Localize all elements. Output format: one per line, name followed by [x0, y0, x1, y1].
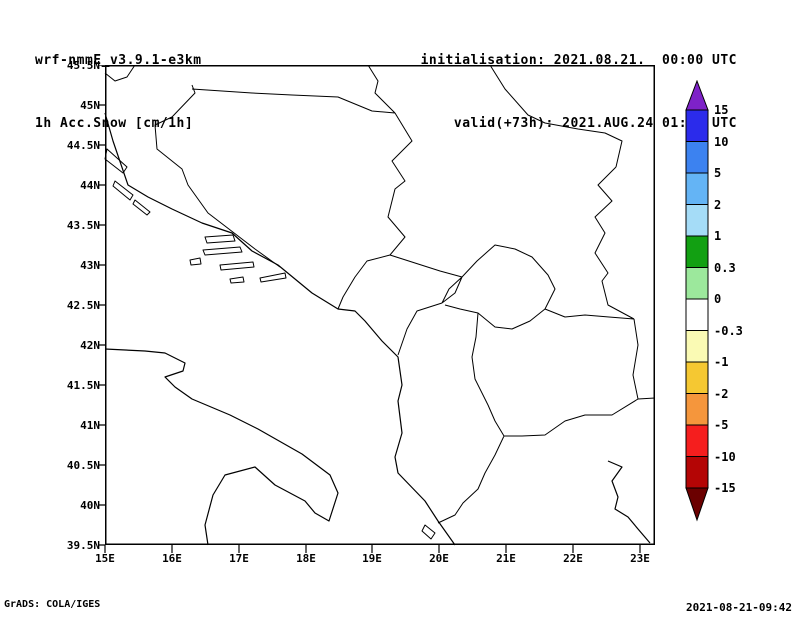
colorbar-segment — [685, 204, 709, 237]
colorbar-level-label: 10 — [714, 134, 729, 149]
lat-tick-label: 45.5N — [66, 59, 100, 72]
lat-tick-label: 41N — [80, 419, 100, 432]
colorbar-segment — [685, 393, 709, 426]
colorbar-level-label: -0.3 — [714, 323, 743, 338]
colorbar-segment — [685, 330, 709, 363]
colorbar-segment — [685, 424, 709, 457]
lon-tick-label: 19E — [362, 552, 382, 565]
colorbar-level-label: 0 — [714, 292, 722, 306]
map-frame — [105, 65, 655, 545]
lon-tick-label: 20E — [429, 552, 449, 565]
lat-tick-label: 42N — [80, 339, 100, 352]
islands — [104, 148, 436, 540]
lon-tick-label: 16E — [162, 552, 182, 565]
lon-tick-label: 17E — [229, 552, 249, 565]
colorbar-level-label: 0.3 — [714, 260, 736, 275]
lat-tick-label: 40N — [80, 499, 100, 512]
colorbar-level-label: -5 — [714, 418, 729, 432]
colorbar-level-label: -2 — [714, 386, 729, 401]
plot-timestamp: 2021-08-21-09:42 — [686, 601, 792, 614]
coastline-east-adriatic — [104, 112, 456, 546]
colorbar-segment — [685, 298, 709, 331]
map-canvas — [99, 65, 656, 553]
lat-tick-label: 43.5N — [66, 219, 100, 232]
lat-tick-label: 45N — [80, 99, 100, 112]
coastline-italy — [104, 348, 339, 546]
lon-tick-label: 15E — [95, 552, 115, 565]
lat-tick-label: 39.5N — [66, 539, 100, 552]
lat-tick-label: 42.5N — [66, 299, 100, 312]
lat-tick-label: 43N — [80, 259, 100, 272]
lat-tick-label: 41.5N — [66, 379, 100, 392]
grads-credit: GrADS: COLA/IGES — [4, 599, 101, 610]
colorbar-segment — [685, 267, 709, 300]
lon-tick-label: 23E — [630, 552, 650, 565]
initialisation-time: initialisation: 2021.08.21. 00:00 UTC — [420, 53, 737, 68]
lat-tick-marks — [99, 65, 105, 546]
lon-tick-marks — [104, 545, 641, 553]
lat-tick-label: 44.5N — [66, 139, 100, 152]
model-title: wrf-nmmE_v3.9.1-e3km — [35, 53, 202, 68]
colorbar-segment — [685, 172, 709, 205]
colorbar-segment — [685, 235, 709, 268]
colorbar-level-label: 2 — [714, 197, 722, 212]
lon-tick-label: 21E — [496, 552, 516, 565]
colorbar-under-triangle — [685, 487, 709, 522]
colorbar-level-label: 1 — [714, 229, 722, 243]
lon-tick-label: 18E — [296, 552, 316, 565]
coastline-greece — [607, 460, 651, 544]
lon-tick-label: 22E — [563, 552, 583, 565]
lat-tick-label: 40.5N — [66, 459, 100, 472]
header-left: wrf-nmmE_v3.9.1-e3km 1h Acc.Snow [cm/1h] — [35, 8, 202, 176]
colorbar-segment — [685, 109, 709, 142]
colorbar-segment — [685, 141, 709, 174]
colorbar-level-label: 15 — [714, 103, 729, 117]
colorbar-level-label: -15 — [714, 481, 736, 495]
colorbar-level-label: 5 — [714, 166, 722, 180]
colorbar-over-triangle — [685, 80, 709, 111]
colorbar — [685, 80, 709, 522]
product-title: 1h Acc.Snow [cm/1h] — [35, 116, 194, 131]
country-borders — [104, 65, 656, 524]
colorbar-segment — [685, 456, 709, 489]
colorbar-level-label: -1 — [714, 355, 729, 369]
lat-tick-label: 44N — [80, 179, 100, 192]
colorbar-segment — [685, 361, 709, 394]
colorbar-level-label: -10 — [714, 449, 736, 464]
